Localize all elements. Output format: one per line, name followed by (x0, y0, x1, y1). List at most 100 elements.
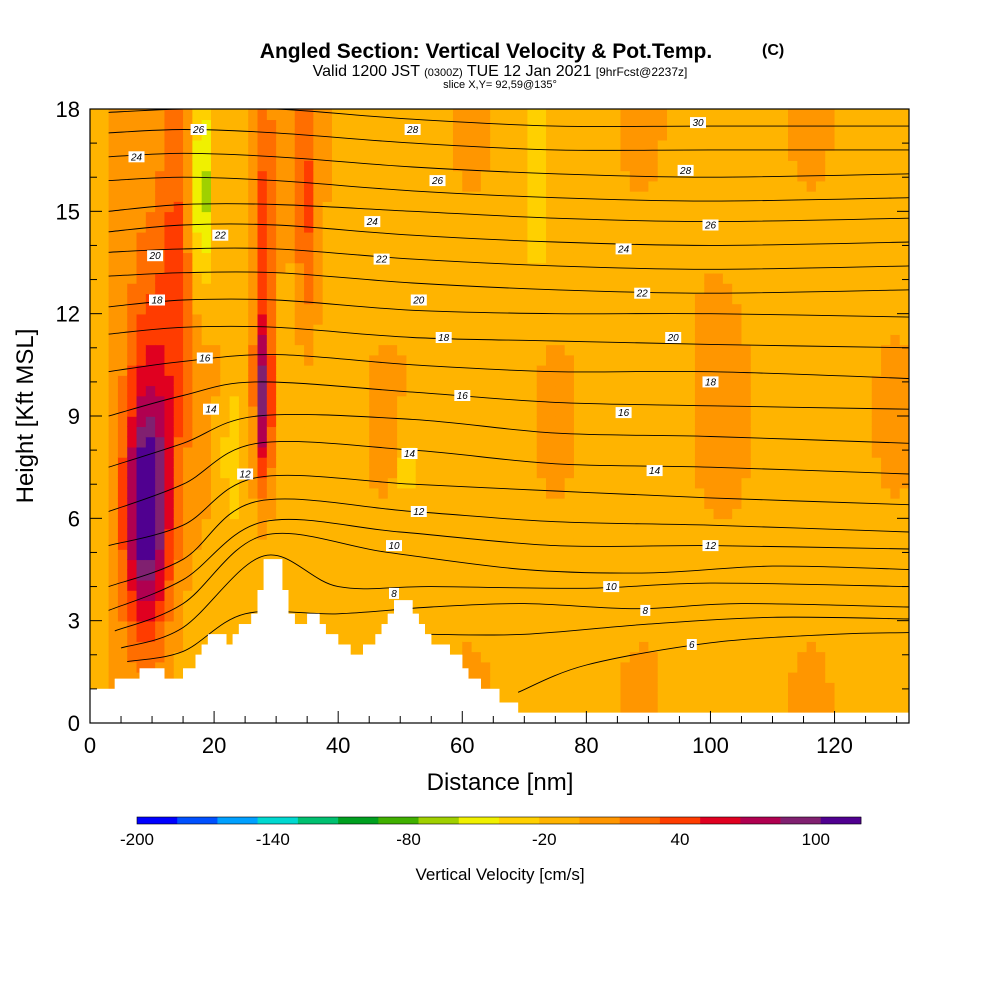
velocity-cell (722, 354, 733, 366)
velocity-cell (611, 651, 622, 663)
velocity-cell (518, 620, 529, 632)
velocity-cell (834, 446, 845, 458)
velocity-cell (369, 231, 380, 243)
velocity-cell (499, 395, 510, 407)
velocity-cell (797, 528, 808, 540)
velocity-cell (722, 569, 733, 581)
velocity-cell (508, 497, 519, 509)
velocity-cell (713, 180, 724, 192)
velocity-cell (359, 313, 371, 325)
velocity-cell (192, 334, 203, 346)
velocity-cell (611, 692, 622, 704)
velocity-cell (750, 661, 761, 673)
velocity-cell (722, 303, 733, 315)
velocity-cell (713, 569, 724, 581)
velocity-cell (238, 344, 250, 356)
velocity-cell (518, 231, 529, 243)
velocity-cell (769, 109, 780, 121)
velocity-cell (238, 436, 250, 448)
velocity-cell (648, 702, 659, 714)
velocity-cell (201, 119, 212, 131)
velocity-cell (145, 303, 156, 315)
velocity-cell (90, 456, 101, 468)
velocity-cell (713, 641, 724, 653)
velocity-cell (499, 170, 510, 182)
velocity-cell (676, 262, 687, 274)
velocity-cell (722, 313, 733, 325)
velocity-cell (536, 201, 547, 213)
velocity-cell (806, 180, 817, 192)
velocity-cell (592, 242, 603, 254)
velocity-cell (685, 334, 696, 346)
velocity-cell (425, 119, 436, 131)
velocity-cell (601, 190, 612, 202)
velocity-cell (508, 549, 519, 561)
velocity-cell (331, 385, 343, 397)
velocity-cell (611, 671, 622, 683)
velocity-cell (667, 589, 678, 601)
velocity-cell (173, 262, 184, 274)
velocity-cell (583, 109, 594, 121)
velocity-cell (508, 487, 519, 499)
velocity-cell (443, 405, 454, 417)
velocity-cell (508, 508, 519, 520)
velocity-cell (359, 610, 371, 622)
velocity-cell (825, 467, 836, 479)
velocity-cell (750, 170, 761, 182)
velocity-cell (490, 456, 501, 468)
velocity-cell (117, 508, 129, 520)
velocity-cell (471, 364, 482, 376)
velocity-cell (611, 528, 622, 540)
velocity-cell (499, 456, 510, 468)
velocity-cell (397, 139, 408, 151)
velocity-cell (611, 364, 622, 376)
velocity-cell (490, 242, 501, 254)
velocity-cell (322, 477, 333, 489)
velocity-cell (480, 610, 491, 622)
velocity-cell (452, 364, 464, 376)
velocity-cell (127, 569, 138, 581)
velocity-cell (304, 334, 315, 346)
velocity-cell (741, 518, 752, 530)
velocity-cell (611, 436, 622, 448)
velocity-cell (639, 139, 650, 151)
velocity-cell (164, 242, 175, 254)
velocity-cell (639, 416, 650, 428)
velocity-cell (546, 293, 557, 305)
velocity-cell (136, 201, 147, 213)
velocity-cell (629, 252, 640, 264)
velocity-cell (815, 323, 827, 335)
velocity-cell (546, 692, 557, 704)
velocity-cell (201, 569, 212, 581)
velocity-cell (657, 549, 668, 561)
velocity-cell (611, 641, 622, 653)
velocity-cell (201, 313, 212, 325)
velocity-cell (443, 620, 454, 632)
velocity-cell (685, 344, 696, 356)
velocity-cell (276, 262, 287, 274)
velocity-cell (778, 641, 789, 653)
velocity-cell (536, 354, 547, 366)
velocity-cell (843, 109, 854, 121)
velocity-cell (704, 549, 715, 561)
velocity-cell (778, 262, 789, 274)
velocity-cell (732, 630, 743, 642)
velocity-cell (639, 119, 650, 131)
velocity-cell (843, 282, 854, 294)
velocity-cell (173, 528, 184, 540)
velocity-cell (313, 528, 324, 540)
velocity-cell (99, 180, 110, 192)
velocity-cell (536, 620, 547, 632)
velocity-cell (220, 334, 231, 346)
velocity-cell (694, 375, 706, 387)
velocity-cell (434, 589, 445, 601)
velocity-cell (583, 201, 594, 213)
velocity-cell (155, 313, 166, 325)
velocity-cell (676, 334, 687, 346)
velocity-cell (192, 549, 203, 561)
velocity-cell (592, 671, 603, 683)
velocity-cell (546, 661, 557, 673)
velocity-cell (490, 395, 501, 407)
velocity-cell (331, 109, 343, 121)
velocity-cell (434, 456, 445, 468)
